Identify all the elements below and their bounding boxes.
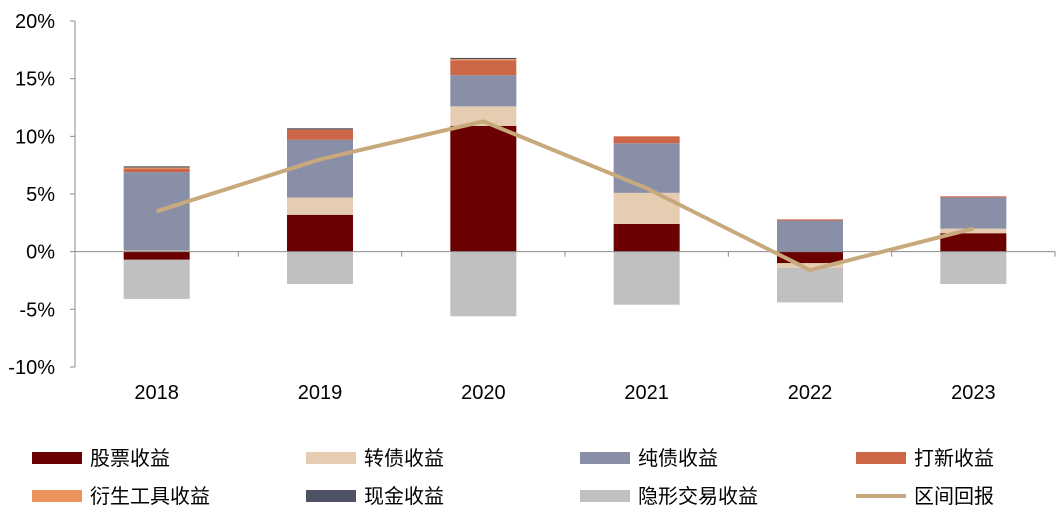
legend-item-0: 股票收益 xyxy=(32,446,170,470)
bar-segment-2020-6 xyxy=(450,251,517,317)
bar-segment-2022-2 xyxy=(777,220,843,252)
bar-segment-2018-0 xyxy=(123,251,190,260)
bar-segment-2018-6 xyxy=(123,259,190,299)
legend-swatch xyxy=(580,452,630,464)
bar-segment-2019-3 xyxy=(287,129,353,140)
bar-segment-2020-3 xyxy=(450,60,517,76)
bar-segment-2019-5 xyxy=(287,128,353,130)
legend-label: 区间回报 xyxy=(914,484,994,508)
bar-segment-2019-0 xyxy=(287,214,353,252)
bar-segment-2022-3 xyxy=(777,219,843,221)
legend-swatch xyxy=(306,452,356,464)
bar-segment-2020-1 xyxy=(450,106,517,126)
legend-swatch xyxy=(32,490,82,502)
legend-label: 打新收益 xyxy=(914,446,994,470)
bar-segment-2022-1 xyxy=(777,263,843,268)
bars-layer xyxy=(123,57,1007,317)
y-tick-label: 10% xyxy=(15,126,55,148)
x-tick-label: 2023 xyxy=(951,382,996,404)
bar-segment-2023-3 xyxy=(940,196,1007,198)
legend-item-6: 隐形交易收益 xyxy=(580,484,758,508)
legend-item-1: 转债收益 xyxy=(306,446,444,470)
bar-segment-2018-2 xyxy=(123,172,190,251)
bar-segment-2020-4 xyxy=(450,59,517,61)
y-tick-label: -5% xyxy=(19,299,55,321)
x-tick-label: 2019 xyxy=(298,382,343,404)
x-tick-label: 2018 xyxy=(134,382,179,404)
bar-segment-2023-6 xyxy=(940,251,1007,284)
legend-item-2: 纯债收益 xyxy=(580,446,718,470)
labels-layer: -10% -5% 0% 5% 10% 15% 20% 2018 2019 2020 2021 2022… xyxy=(8,11,995,404)
bar-segment-2021-2 xyxy=(613,143,680,193)
legend-swatch xyxy=(306,490,356,502)
bar-segment-2020-2 xyxy=(450,75,517,107)
bar-segment-2023-2 xyxy=(940,197,1007,229)
line-layer xyxy=(156,119,974,273)
bar-segment-2021-6 xyxy=(613,251,680,305)
bar-segment-2018-5 xyxy=(123,166,190,168)
legend-swatch xyxy=(32,452,82,464)
series-line-7 xyxy=(156,119,974,273)
x-tick-label: 2021 xyxy=(624,382,669,404)
legend-item-3: 打新收益 xyxy=(856,446,994,470)
legend-label: 衍生工具收益 xyxy=(90,484,210,508)
legend-item-4: 衍生工具收益 xyxy=(32,484,210,508)
bar-segment-2020-5 xyxy=(450,57,517,60)
legend-label: 隐形交易收益 xyxy=(638,484,758,508)
legend-label: 现金收益 xyxy=(364,484,444,508)
bar-segment-2019-6 xyxy=(287,251,353,284)
bar-segment-2023-1 xyxy=(940,228,1007,234)
bar-segment-2021-0 xyxy=(613,223,680,252)
bar-segment-2019-1 xyxy=(287,197,353,215)
bar-segment-2021-1 xyxy=(613,192,680,224)
legend-swatch xyxy=(580,490,630,502)
bar-segment-2020-0 xyxy=(450,125,517,252)
x-tick-label: 2022 xyxy=(788,382,833,404)
legend-item-7: 区间回报 xyxy=(856,484,994,508)
bar-segment-2018-4 xyxy=(123,167,190,169)
y-tick-label: 20% xyxy=(15,11,55,33)
bar-segment-2022-0 xyxy=(777,251,843,264)
legend-label: 转债收益 xyxy=(364,446,444,470)
bar-segment-2023-0 xyxy=(940,233,1007,252)
bar-segment-2021-3 xyxy=(613,136,680,144)
y-tick-label: -10% xyxy=(8,357,55,379)
bar-segment-2018-3 xyxy=(123,168,190,173)
legend-label: 纯债收益 xyxy=(638,446,718,470)
bar-segment-2018-1 xyxy=(123,250,190,252)
bar-segment-2019-2 xyxy=(287,139,353,198)
legend-label: 股票收益 xyxy=(90,446,170,470)
legend-swatch xyxy=(856,452,906,464)
axes-layer xyxy=(70,20,1056,368)
x-tick-label: 2020 xyxy=(461,382,506,404)
y-tick-label: 15% xyxy=(15,69,55,91)
y-tick-label: 0% xyxy=(26,242,55,264)
legend-item-5: 现金收益 xyxy=(306,484,444,508)
bar-segment-2022-6 xyxy=(777,267,843,303)
y-tick-label: 5% xyxy=(26,184,55,206)
